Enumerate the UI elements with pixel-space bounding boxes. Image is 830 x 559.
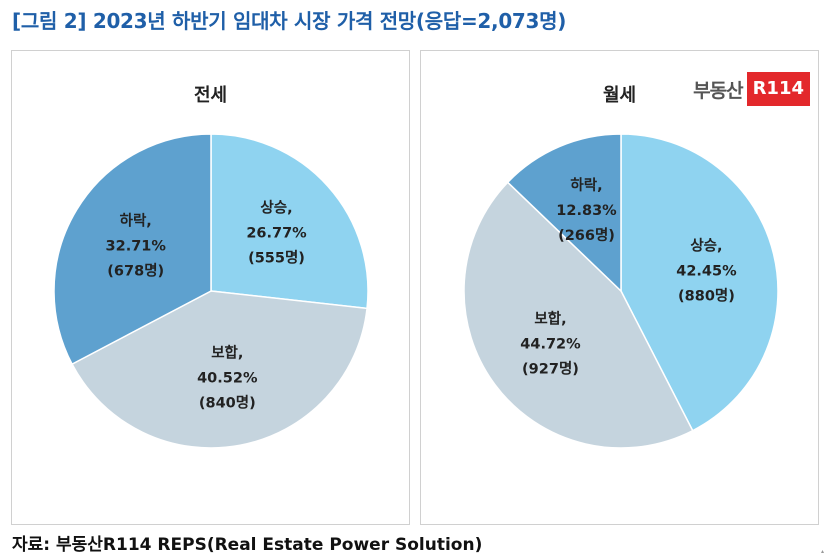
pie-chart-jeonse: 상승, 26.77% (555명) 보합, 40.52% (840명) 하락, 32.71% (…	[53, 133, 369, 449]
pie-slice-상승	[620, 133, 779, 432]
slice-label-하락: 하락,	[570, 176, 602, 194]
slice-label-상승: 상승,	[260, 199, 292, 216]
slice-label-보합: 보합,	[534, 311, 566, 328]
slice-label-상승: (880명)	[678, 286, 735, 304]
chart-panel-wolse: 상승, 42.45% (880명) 보합, 44.72% (927명) 하락, 12.83% (…	[420, 50, 819, 525]
slice-label-상승: 42.45%	[676, 263, 737, 279]
pie-slice-하락	[53, 133, 212, 366]
slice-label-상승: 26.77%	[246, 225, 307, 241]
chart-title-jeonse: 전세	[193, 85, 228, 106]
pie-slice-보합	[463, 181, 694, 449]
pie-slice-하락	[506, 133, 622, 293]
slice-label-하락: 하락,	[120, 212, 152, 230]
pie-slice-보합	[71, 290, 368, 449]
chart-title-wolse: 월세	[602, 85, 637, 106]
slice-label-보합: (840명)	[199, 393, 256, 411]
slice-label-하락: (266명)	[558, 226, 615, 244]
slice-label-하락: 32.71%	[106, 239, 167, 255]
figure-title: [그림 2] 2023년 하반기 임대차 시장 가격 전망(응답=2,073명)	[12, 9, 567, 33]
slice-label-보합: 보합,	[211, 344, 243, 361]
slice-label-보합: (927명)	[522, 360, 579, 378]
logo-text: 부동산	[693, 79, 743, 102]
source-note: 자료: 부동산R114 REPS(Real Estate Power Solut…	[12, 535, 483, 555]
pie-chart-wolse: 상승, 42.45% (880명) 보합, 44.72% (927명) 하락, 12.83% (…	[463, 133, 779, 449]
logo-badge: R114	[746, 72, 810, 106]
corner-mark: ▴	[820, 548, 824, 555]
r114-logo: 부동산 R114	[693, 69, 810, 109]
slice-label-보합: 44.72%	[520, 337, 581, 353]
slice-label-하락: 12.83%	[556, 203, 617, 219]
slice-label-하락: (678명)	[107, 262, 164, 280]
slice-label-상승: (555명)	[248, 248, 305, 266]
slice-label-상승: 상승,	[690, 237, 722, 254]
slice-label-보합: 40.52%	[197, 370, 258, 386]
pie-slice-상승	[210, 133, 369, 310]
chart-panel-jeonse: 부동산 R114 상승,26.77%(555명)보합,40.52%(840명)하…	[11, 50, 410, 525]
